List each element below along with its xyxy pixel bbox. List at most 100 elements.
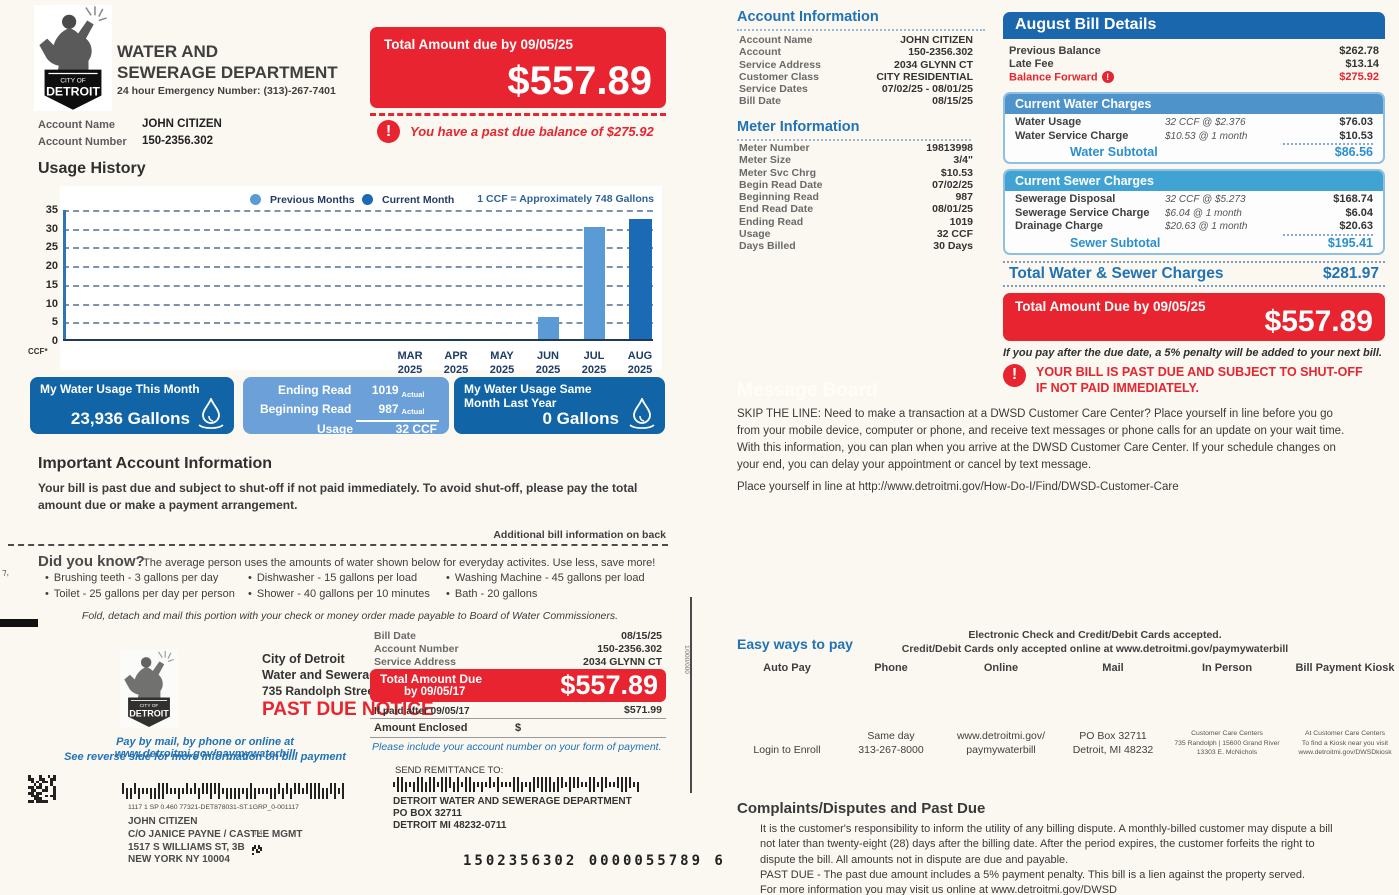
payment-method: Auto Pay Login to Enroll xyxy=(737,662,837,758)
barcode-bar xyxy=(469,777,471,792)
table-row: Begin Read Date 07/02/25 xyxy=(739,179,973,191)
barcode-bar xyxy=(521,781,523,792)
barcode-bar xyxy=(170,788,172,794)
remittance-barcode-icon xyxy=(393,777,641,792)
barcode-bar xyxy=(425,781,427,792)
barcode-cell xyxy=(53,797,56,801)
fold-registration-mark xyxy=(0,619,38,627)
usage-value: 32 CCF xyxy=(395,422,437,436)
barcode-bar xyxy=(238,787,240,799)
barcode-bar xyxy=(126,787,128,799)
water-drop-icon xyxy=(196,396,226,430)
barcode-cell xyxy=(53,789,56,792)
barcode-cell xyxy=(30,780,34,784)
payment-method: In Person Customer Care Centers 735 Randol… xyxy=(1169,662,1285,758)
bill-summary-rows: Previous Balance $262.78 Late Fee $13.14 Bal… xyxy=(1003,39,1385,87)
account-number-label: Account Number xyxy=(38,136,127,148)
gridline xyxy=(63,284,653,287)
barcode-bar xyxy=(130,787,132,799)
barcode-bar xyxy=(421,777,423,792)
recipient-address: JOHN CITIZEN C/O JANICE PAYNE / CASTLE MG… xyxy=(128,816,302,867)
amount-enclosed-symbol: $ xyxy=(515,722,522,734)
charge-row: Water Service Charge $10.53 @ 1 month $10.… xyxy=(1005,130,1383,144)
barcode-bar xyxy=(242,788,244,794)
table-row: Account Number 150-2356.302 xyxy=(374,643,662,656)
barcode-bar xyxy=(473,781,475,792)
past-due-notice: You have a past due balance of $275.92 xyxy=(410,124,654,139)
x-axis-tick: MAY xyxy=(490,350,514,362)
address-barcode-icon xyxy=(122,783,346,799)
barcode-bar xyxy=(334,783,336,799)
barcode-bar xyxy=(493,781,495,788)
barcode-cell xyxy=(44,794,48,798)
barcode-bar xyxy=(230,787,232,799)
barcode-bar xyxy=(298,783,300,795)
print-control-code: 1/000/000 xyxy=(683,645,690,674)
row-label: Late Fee xyxy=(1009,58,1054,71)
barcode-cell xyxy=(39,800,42,803)
charge-row: Sewerage Service Charge $6.04 @ 1 month $6… xyxy=(1005,207,1383,221)
row-label: Meter Svc Chrg xyxy=(739,166,817,179)
gridline xyxy=(63,228,653,231)
barcode-cell xyxy=(39,783,42,787)
usage-this-month-box: My Water Usage This Month 23,936 Gallons xyxy=(30,377,234,434)
stub-total-due-amount: $557.89 xyxy=(560,670,658,700)
svg-text:DETROIT: DETROIT xyxy=(129,709,169,719)
text-line: 13303 E. McNichols xyxy=(1196,749,1258,757)
barcode-cell xyxy=(256,851,258,853)
back-info-note: Additional bill information on back xyxy=(493,529,666,541)
total-charges-row: Total Water & Sewer Charges $281.97 xyxy=(1003,260,1385,287)
barcode-bar xyxy=(509,781,511,788)
beginning-read-label: Beginning Read xyxy=(259,402,352,416)
barcode-bar xyxy=(405,781,407,792)
barcode-cell xyxy=(33,797,37,801)
table-row: Meter Number 19813998 xyxy=(739,142,973,154)
payment-method-name: Bill Payment Kiosk xyxy=(1295,662,1395,674)
barcode-bar xyxy=(150,787,152,799)
barcode-bar xyxy=(122,783,124,795)
did-you-know-intro: The average person uses the amounts of w… xyxy=(143,557,656,569)
barcode-cell xyxy=(254,845,256,847)
row-label: Service Address xyxy=(739,58,821,71)
barcode-bar xyxy=(577,777,579,788)
barcode-cell xyxy=(50,783,54,787)
mailing-code: 1117 1 SP 0.460 77321-DET878031-ST.1GRP_… xyxy=(128,804,299,811)
easy-pay-note-2: Credit/Debit Cards only accepted online … xyxy=(901,643,1289,655)
penalty-note: If you pay after the due date, a 5% pena… xyxy=(1003,346,1382,359)
charge-row: Sewerage Disposal 32 CCF @ $5.273 $168.74 xyxy=(1005,193,1383,207)
barcode-cell xyxy=(42,800,45,803)
usage-last-year-title: My Water Usage Same Month Last Year xyxy=(464,382,592,410)
row-value: $262.78 xyxy=(1339,45,1379,57)
barcode-bar xyxy=(274,787,276,799)
barcode-bar xyxy=(306,783,308,795)
barcode-bar xyxy=(409,781,411,788)
row-value: 32 CCF xyxy=(936,228,973,241)
table-row: Service Dates 07/02/25 - 08/01/25 xyxy=(739,83,973,95)
barcode-cell xyxy=(53,786,56,789)
row-label: Customer Class xyxy=(739,70,819,83)
row-label: Beginning Read xyxy=(739,191,819,204)
shutoff-warning-row: ! YOUR BILL IS PAST DUE AND SUBJECT TO S… xyxy=(1003,363,1385,397)
text-line: Customer Care Centers xyxy=(1191,730,1263,738)
barcode-bar xyxy=(154,787,156,799)
row-value: 07/02/25 - 08/01/25 xyxy=(881,83,973,96)
charge-row: Water Usage 32 CCF @ $2.376 $76.03 xyxy=(1005,116,1383,130)
bullet-item: Brushing teeth - 3 gallons per day xyxy=(45,572,248,584)
pay-note-1: Pay by mail, by phone or online at www.d… xyxy=(114,736,296,760)
water-drop-glyph xyxy=(198,396,224,429)
stub-city: City of Detroit xyxy=(262,652,345,666)
barcode-bar xyxy=(250,783,252,799)
meter-info-title: Meter Information xyxy=(737,119,860,135)
charge-amount: $6.04 xyxy=(1345,206,1373,219)
message-board-title: Message Board xyxy=(737,380,878,401)
message-board-body: SKIP THE LINE: Need to make a transactio… xyxy=(737,408,1345,472)
text-line: dispute the bill. All amounts not in dis… xyxy=(760,853,1069,866)
barcode-bar xyxy=(322,787,324,799)
account-number-value: 150-2356.302 xyxy=(142,135,213,147)
text-line: 313-267-8000 xyxy=(858,744,924,757)
ending-read-label: Ending Read xyxy=(277,383,352,397)
barcode-cell xyxy=(53,777,56,781)
water-charges-box: Current Water Charges Water Usage 32 CCF … xyxy=(1003,92,1385,165)
mini-barcode-icon xyxy=(252,845,262,855)
barcode-cell xyxy=(42,789,45,792)
